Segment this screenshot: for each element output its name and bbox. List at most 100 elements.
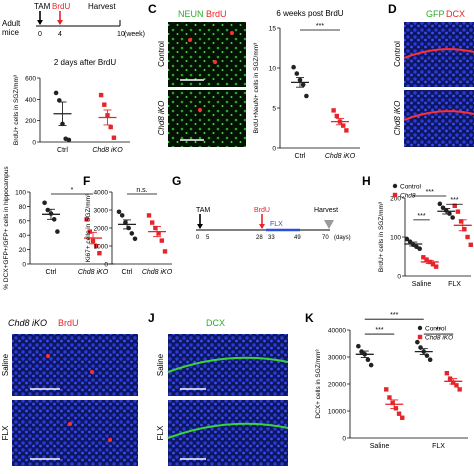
y-tick-label: 200 (390, 196, 401, 203)
data-point (465, 234, 470, 240)
y-tick-label: 15 (269, 26, 277, 33)
row-label-control: Control (393, 41, 402, 67)
data-point (437, 201, 443, 207)
data-point (108, 124, 113, 130)
chart-c: 0 5 10 15 BrdU+NeuN+ cells in SGZ/mm³ Ctrl Chd… (253, 23, 360, 160)
chart-k: 0 10000 20000 30000 40000 DCX+ cells in SGZ/m… (315, 312, 468, 450)
data-point (457, 387, 462, 392)
micrograph-control (168, 22, 246, 87)
tick-4: 4 (58, 31, 62, 38)
legend-marker (392, 183, 398, 189)
legend-label: Control (425, 326, 447, 333)
category-label: Ctrl (122, 269, 133, 276)
panel-letter-k: K (305, 311, 314, 325)
data-point (433, 264, 439, 269)
harvest-marker (324, 220, 334, 229)
tam-label: TAM (196, 207, 210, 214)
panel-letter-c: C (148, 2, 157, 16)
data-point (97, 251, 102, 256)
panel-a-timeline: Adult mice TAM BrdU Harvest 0 4 10 (week) (2, 2, 145, 38)
micrograph-saline (12, 334, 138, 396)
data-point (387, 395, 392, 400)
data-point (162, 249, 168, 254)
category-label: Ctrl (46, 269, 57, 276)
data-point (344, 128, 349, 133)
tam-arrowhead (37, 20, 43, 25)
unit-label: (week) (124, 31, 145, 38)
y-tick-label: 100 (390, 235, 401, 242)
dcx-layer (167, 422, 289, 439)
panel-letter-f: F (83, 174, 90, 188)
data-point (455, 209, 461, 214)
adult-mice-label: Adult mice (2, 19, 21, 37)
tick-0: 0 (196, 235, 200, 241)
significance-label: *** (390, 312, 398, 319)
panel-j-micrographs: DCX Saline FLX (156, 318, 289, 466)
category-label: Chd8 iKO (78, 269, 109, 276)
data-point (424, 353, 430, 358)
data-point (458, 219, 464, 224)
significance-label: *** (375, 327, 383, 334)
y-tick-label: 200 (25, 118, 36, 125)
data-point (368, 362, 374, 368)
data-point (468, 242, 473, 247)
data-point (424, 257, 429, 262)
y-tick-label: 4000 (94, 190, 109, 197)
dcx-layer (403, 48, 474, 59)
y-tick-label: 0 (32, 140, 36, 147)
harvest-label: Harvest (88, 2, 116, 11)
row-label-saline: Saline (1, 353, 10, 376)
y-tick-label: 0 (104, 262, 108, 269)
data-point (430, 262, 436, 267)
data-point (421, 255, 426, 260)
y-tick-label: 40000 (328, 328, 346, 335)
y-tick-label: 1000 (94, 244, 109, 251)
stain-brdu: BrdU (58, 318, 79, 328)
panel-letter-g: G (172, 174, 181, 188)
panel-letter-j: J (148, 311, 155, 325)
micrograph-chd8 (404, 90, 474, 147)
significance-label: *** (450, 197, 458, 204)
harvest-label: Harvest (314, 207, 338, 214)
brdu-arrowhead (259, 224, 265, 229)
stain-neun: NEUN (178, 9, 204, 19)
category-label: Ctrl (57, 147, 68, 154)
y-tick-label: 10000 (328, 409, 346, 416)
category-label: FLX (432, 443, 445, 450)
data-point (400, 415, 405, 420)
data-point (53, 90, 59, 96)
y-tick-label: 40 (19, 233, 27, 240)
y-tick-label: 600 (25, 76, 36, 83)
chart-h: 0 100 200 BrdU+ cells in SGZ/mm³ Saline FLX **… (378, 183, 473, 288)
panel-g-timeline: TAM BrdU FLX Harvest 0 5 28 33 49 70 (da… (196, 207, 351, 241)
data-point (331, 108, 336, 113)
tick-0: 0 (38, 31, 42, 38)
y-tick-label: 10 (269, 66, 277, 73)
significance-label: *** (417, 213, 425, 220)
data-point (300, 82, 306, 88)
tick-28: 28 (256, 235, 263, 241)
data-point (359, 349, 364, 354)
row-label-saline: Saline (156, 353, 165, 376)
legend-label: Chd8 (400, 193, 416, 200)
y-tick-label: 0 (397, 274, 401, 281)
data-point (119, 213, 125, 218)
data-point (415, 339, 420, 345)
data-point (156, 231, 161, 236)
category-label: FLX (448, 281, 461, 288)
legend-label: Chd8 iKO (425, 335, 453, 342)
data-point (150, 220, 155, 225)
brdu-cell (230, 31, 234, 35)
data-point (294, 71, 300, 76)
significance-label: * (71, 187, 74, 194)
data-point (304, 93, 309, 99)
y-tick-label: 3000 (94, 208, 109, 215)
y-tick-label: 20000 (328, 382, 346, 389)
tam-arrowhead (197, 224, 203, 229)
data-point (452, 203, 457, 208)
data-point (291, 64, 296, 70)
y-axis-label: % DCX+GFP+/GFP+ cells in hippocampus (3, 166, 10, 290)
tick-70: 70 (322, 235, 329, 241)
